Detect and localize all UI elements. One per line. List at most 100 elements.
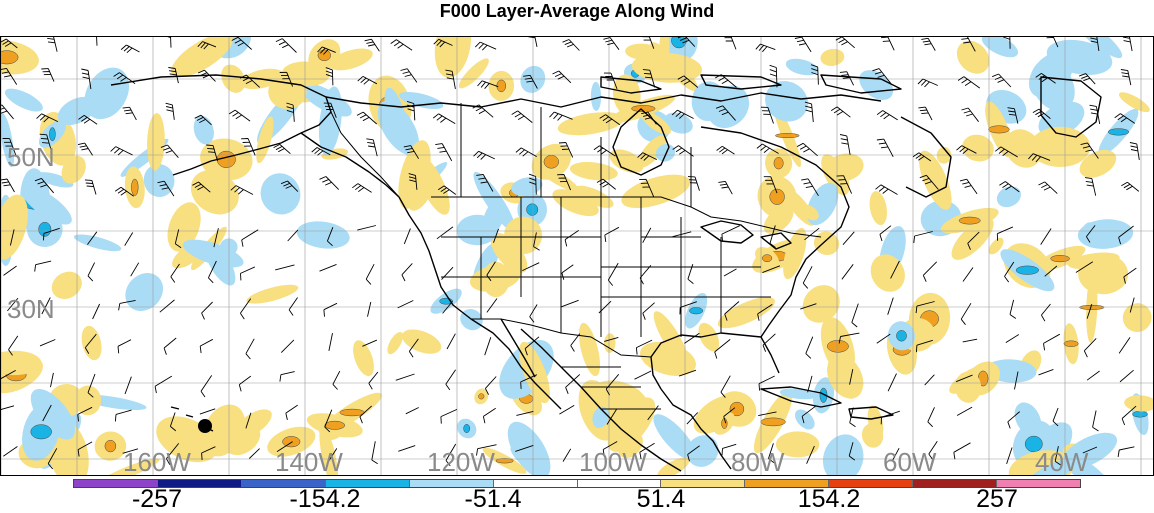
contour-blob (617, 431, 643, 459)
wind-barb (1, 38, 18, 49)
wind-barb (962, 338, 978, 343)
contour-core (689, 307, 704, 315)
colorbar-swatch (997, 480, 1081, 487)
contour-blob (785, 58, 818, 76)
lon-label-40w: 40W (1035, 447, 1089, 476)
contour-core (958, 216, 981, 225)
wind-barb (1032, 108, 1051, 119)
wind-barb (325, 67, 334, 86)
wind-barb (110, 146, 133, 156)
wind-barb (876, 333, 891, 344)
wind-barb (763, 176, 778, 194)
wind-barb (769, 225, 776, 248)
wind-barb (359, 405, 373, 424)
wind-barb (352, 183, 372, 193)
contour-blob (318, 86, 342, 155)
wind-barb (887, 297, 894, 315)
wind-barb (802, 266, 813, 289)
wind-barb (87, 231, 98, 245)
wind-barb (605, 374, 620, 396)
wind-barb (207, 260, 217, 284)
wind-barb (1035, 73, 1056, 84)
wind-barb (806, 445, 815, 464)
wind-barb (78, 115, 98, 125)
wind-barb (199, 408, 216, 415)
wind-barb (876, 138, 894, 158)
wind-barb (1014, 371, 1019, 390)
wind-barb (1120, 69, 1132, 86)
east-coast (700, 126, 850, 374)
wind-barb (1086, 370, 1100, 381)
wind-barb (1, 405, 15, 410)
wind-barb (684, 332, 700, 344)
contour-core (38, 221, 52, 237)
contour-core (988, 125, 1010, 134)
wind-barb (3, 265, 17, 276)
wind-barb (723, 268, 737, 277)
wind-barb (593, 145, 616, 157)
contour-blob (657, 457, 690, 475)
wind-barb (326, 227, 334, 247)
lon-label-160w: 160W (123, 447, 191, 476)
wind-barb (113, 72, 136, 84)
contour-blob (282, 61, 330, 87)
contour-blob (653, 414, 697, 461)
wind-barb (445, 443, 457, 467)
wind-barb (159, 299, 175, 313)
contour-blob (552, 189, 599, 217)
wind-barb (604, 336, 619, 342)
wind-barb (477, 80, 499, 89)
wind-barb (357, 76, 378, 85)
wind-barb (169, 412, 177, 432)
wind-barb (8, 335, 19, 356)
wind-barb (641, 111, 657, 125)
contour-blob (655, 143, 676, 162)
map-panel[interactable]: 50N 30N 160W 140W 120W 100W 80W 60W 40W (0, 36, 1154, 476)
contour-blob (1062, 432, 1118, 469)
wind-barb (515, 147, 537, 157)
wind-barb (879, 225, 892, 242)
wind-barb (678, 369, 697, 377)
wind-barb (194, 114, 212, 126)
wind-barb (397, 300, 414, 309)
contour-core (324, 420, 346, 430)
wind-barb (365, 263, 375, 285)
contour-blob (557, 112, 625, 136)
wind-barb (239, 74, 261, 88)
wind-barb (891, 447, 900, 462)
wind-barb (130, 262, 140, 277)
wind-barb (672, 231, 692, 238)
wind-barb (206, 144, 218, 162)
wind-barb (1075, 261, 1094, 273)
contour-core (1063, 340, 1079, 347)
wind-barb (81, 68, 92, 90)
wind-barb (201, 301, 213, 320)
contour-core (478, 393, 485, 400)
wind-barb (435, 143, 453, 162)
us-states-east (601, 197, 771, 337)
contour-blob (783, 227, 807, 280)
wind-barb (724, 37, 737, 50)
contour-blob (1118, 92, 1150, 113)
wind-barb (114, 409, 132, 422)
wind-barb (800, 303, 817, 310)
wind-barb (769, 64, 778, 88)
map-title: F000 Layer-Average Along Wind (439, 1, 715, 21)
wind-barb (1121, 405, 1137, 426)
contour-blob (51, 271, 82, 299)
wind-barb (114, 186, 134, 197)
contour-blob (956, 40, 990, 74)
wind-barb (484, 337, 492, 356)
contour-core (729, 401, 745, 417)
wind-barb (523, 74, 538, 89)
wind-barb (245, 338, 255, 360)
wind-barb (607, 262, 619, 286)
wind-barb (562, 39, 580, 51)
colorbar-swatch (409, 480, 494, 487)
wind-barb (406, 100, 416, 121)
wind-barb (248, 448, 260, 459)
colorbar-label: -154.2 (289, 485, 361, 513)
wind-barb (199, 338, 214, 354)
wind-barb (77, 142, 93, 156)
contour-blob (1046, 39, 1113, 75)
